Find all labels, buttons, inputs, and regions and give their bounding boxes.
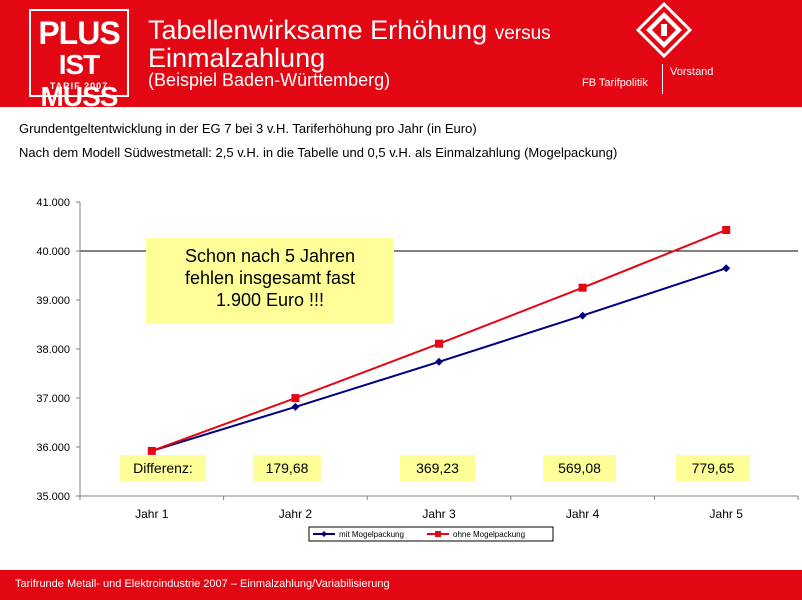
data-point xyxy=(722,225,731,234)
y-tick-label: 35.000 xyxy=(36,491,70,503)
page-subtitle: (Beispiel Baden-Württemberg) xyxy=(148,70,391,90)
x-tick-label: Jahr 3 xyxy=(422,507,456,521)
y-tick-label: 41.000 xyxy=(36,197,70,209)
x-tick-label: Jahr 1 xyxy=(135,507,169,521)
data-point xyxy=(722,264,731,273)
logo-line-3: TARIF 2007 xyxy=(49,81,109,91)
description-line-2: Nach dem Modell Südwestmetall: 2,5 v.H. … xyxy=(19,145,618,160)
title-main: Tabellenwirksame Erhöhung xyxy=(148,15,488,45)
ig-metall-logo xyxy=(632,0,696,64)
title-versus: versus xyxy=(494,23,551,44)
y-tick-label: 39.000 xyxy=(36,295,70,307)
x-tick-label: Jahr 5 xyxy=(710,507,744,521)
description-line-1: Grundentgeltentwicklung in der EG 7 bei … xyxy=(19,121,477,136)
data-point xyxy=(578,283,587,292)
legend-marker-2 xyxy=(435,531,441,537)
y-tick-label: 38.000 xyxy=(36,344,70,356)
y-tick-label: 37.000 xyxy=(36,393,70,405)
plus-ist-muss-logo: PLUS IST MUSS TARIF 2007 xyxy=(29,9,129,112)
department-label: FB Tarifpolitik xyxy=(582,77,648,89)
callout-box: Schon nach 5 Jahren fehlen insgesamt fas… xyxy=(146,238,394,324)
difference-value-1: 179,68 xyxy=(253,455,321,482)
callout-line-2: fehlen insgesamt fast xyxy=(184,268,356,288)
data-point xyxy=(435,357,443,366)
data-point xyxy=(435,339,443,348)
ig-metall-logo-icon xyxy=(635,1,693,59)
difference-value-4: 779,65 xyxy=(676,455,750,482)
logo-line-2: IST MUSS xyxy=(40,49,119,112)
x-tick-label: Jahr 2 xyxy=(279,507,313,521)
x-tick-label: Jahr 4 xyxy=(566,507,600,521)
footer-bar: Tarifrunde Metall- und Elektroindustrie … xyxy=(0,570,802,600)
legend-label-1: mit Mogelpackung xyxy=(339,530,404,539)
page-title: Tabellenwirksame Erhöhung versus Einmalza… xyxy=(148,15,618,73)
line-chart: 35.000 36.000 37.000 38.000 39.000 40.000 41.0… xyxy=(36,197,799,542)
data-point xyxy=(578,311,587,320)
difference-value-2: 369,23 xyxy=(400,455,475,482)
footer-text: Tarifrunde Metall- und Elektroindustrie … xyxy=(15,578,390,590)
callout-line-3: 1.900 Euro !!! xyxy=(215,290,325,310)
difference-value-3: 569,08 xyxy=(543,455,616,482)
vorstand-label: Vorstand xyxy=(670,66,714,78)
header-divider xyxy=(662,64,663,94)
logo-line-1: PLUS xyxy=(38,15,120,51)
difference-label: Differenz: xyxy=(120,455,206,482)
data-point xyxy=(291,402,300,411)
legend-label-2: ohne Mogelpackung xyxy=(453,530,525,539)
callout-line-1: Schon nach 5 Jahren xyxy=(184,246,356,266)
data-point xyxy=(147,446,156,455)
y-tick-label: 40.000 xyxy=(36,246,70,258)
y-tick-label: 36.000 xyxy=(36,442,70,454)
header-bar: PLUS IST MUSS TARIF 2007 Tabellenwirksam… xyxy=(0,0,802,112)
title-line-2: Einmalzahlung xyxy=(148,43,326,73)
legend-marker-1 xyxy=(321,531,327,537)
data-point xyxy=(291,394,300,403)
